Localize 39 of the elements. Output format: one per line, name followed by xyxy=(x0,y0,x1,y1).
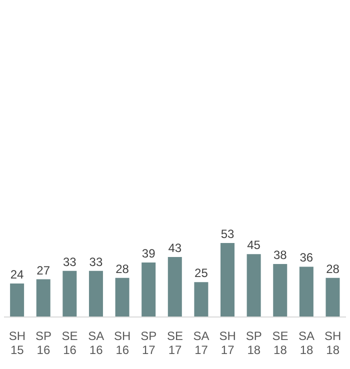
data-label: 24 xyxy=(10,267,24,282)
data-label: 27 xyxy=(36,263,50,278)
bar xyxy=(168,256,182,317)
bar xyxy=(273,264,288,317)
x-tick-label: SA 18 xyxy=(298,328,315,358)
x-tick-label: SP 18 xyxy=(246,328,262,358)
data-label: 39 xyxy=(142,246,156,261)
data-label: 25 xyxy=(194,266,208,280)
bar xyxy=(246,254,261,317)
x-tick-label: SE 18 xyxy=(272,328,288,358)
bar xyxy=(88,270,103,317)
data-label: 28 xyxy=(116,262,130,276)
data-label: 33 xyxy=(89,254,103,269)
x-tick-label: SP 17 xyxy=(140,328,157,358)
x-tick-label: SH 18 xyxy=(324,328,342,358)
x-tick-label: SA 16 xyxy=(88,328,104,358)
data-label: 38 xyxy=(273,248,288,262)
x-tick-label: SH 17 xyxy=(219,328,236,358)
x-tick-label: SA 17 xyxy=(193,328,210,358)
data-label: 28 xyxy=(326,262,340,276)
x-tick-label: SH 16 xyxy=(114,328,131,358)
bar xyxy=(299,266,314,317)
bar xyxy=(194,282,208,317)
data-label: 36 xyxy=(300,250,314,265)
x-tick-label: SE 16 xyxy=(62,328,78,358)
x-tick-label: SH 15 xyxy=(8,328,26,358)
bar xyxy=(36,279,50,317)
x-tick-label: SP 16 xyxy=(35,328,52,358)
bar xyxy=(115,278,130,317)
data-label: 33 xyxy=(62,254,77,269)
bar xyxy=(326,278,340,317)
data-label: 43 xyxy=(168,240,182,255)
bar xyxy=(142,262,156,317)
data-label: 45 xyxy=(247,238,261,252)
x-tick-label: SE 17 xyxy=(166,328,184,358)
bar xyxy=(220,243,235,317)
data-label: 53 xyxy=(220,227,235,241)
bar xyxy=(62,270,77,317)
bar xyxy=(10,283,24,317)
